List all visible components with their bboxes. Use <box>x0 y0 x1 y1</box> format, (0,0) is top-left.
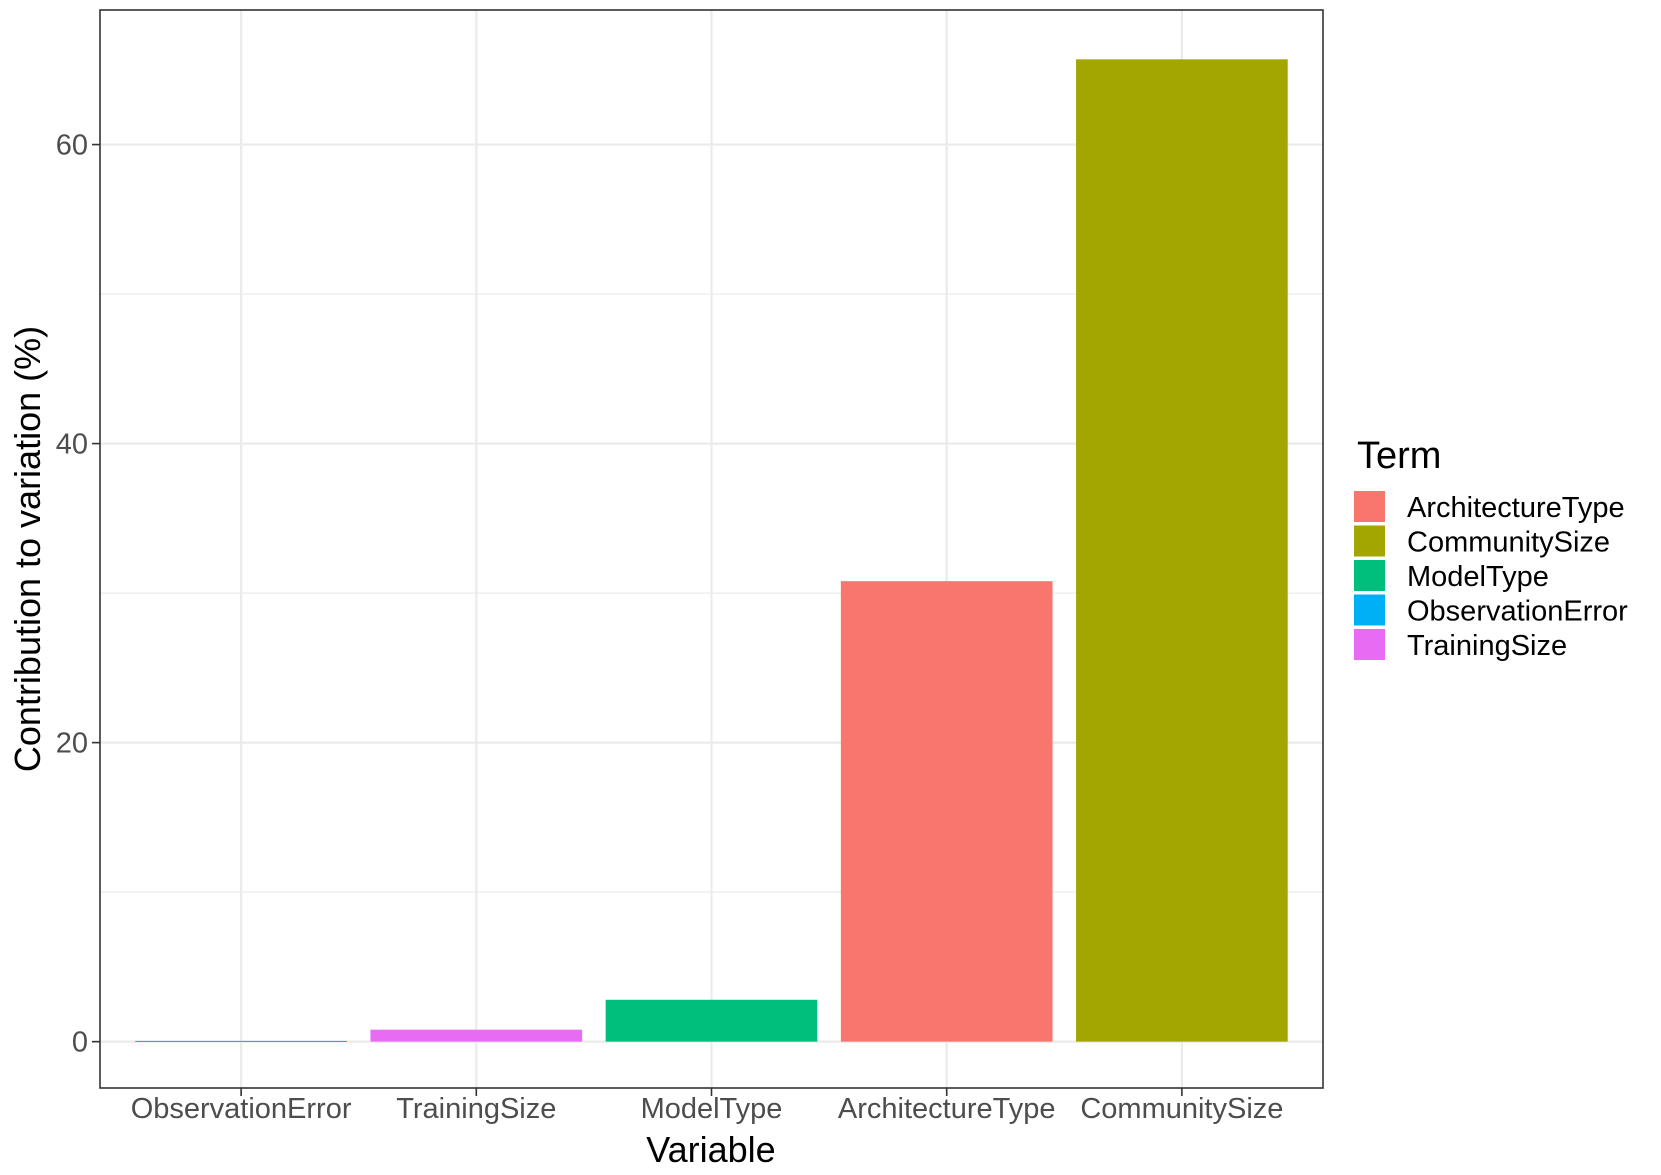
legend-title: Term <box>1357 435 1441 477</box>
y-tick-label: 0 <box>72 1027 88 1059</box>
x-tick-label: ObservationError <box>131 1093 352 1125</box>
x-axis-title: Variable <box>646 1129 775 1170</box>
bar-TrainingSize <box>370 1029 583 1042</box>
bar-ArchitectureType <box>840 581 1053 1042</box>
y-axis-ticks: 0 20 40 60 <box>56 130 100 1059</box>
x-axis-ticks: ObservationError TrainingSize ModelType Arc… <box>131 1088 1283 1125</box>
x-tick-label: CommunitySize <box>1080 1093 1283 1125</box>
y-tick-label: 40 <box>56 429 88 461</box>
legend-key-CommunitySize <box>1354 525 1385 557</box>
legend-label-CommunitySize: CommunitySize <box>1407 527 1610 559</box>
legend-key-ObservationError <box>1354 594 1385 626</box>
legend-label-ObservationError: ObservationError <box>1407 596 1628 628</box>
legend-label-ArchitectureType: ArchitectureType <box>1407 492 1625 524</box>
legend-key-ArchitectureType <box>1354 491 1385 522</box>
x-tick-label: TrainingSize <box>396 1093 556 1125</box>
bars <box>135 59 1288 1042</box>
y-tick-label: 60 <box>56 130 88 162</box>
bar-ModelType <box>605 999 818 1042</box>
bar-ObservationError <box>135 1040 347 1042</box>
bar-CommunitySize <box>1076 59 1288 1042</box>
legend-key-TrainingSize <box>1354 629 1385 660</box>
x-tick-label: ArchitectureType <box>838 1093 1056 1125</box>
legend-label-TrainingSize: TrainingSize <box>1407 630 1567 662</box>
legend-label-ModelType: ModelType <box>1407 561 1549 593</box>
x-tick-label: ModelType <box>641 1093 783 1125</box>
y-axis-title: Contribution to variation (%) <box>7 326 48 772</box>
legend: Term ArchitectureTypeCommunitySizeModelT… <box>1354 435 1628 662</box>
y-tick-label: 20 <box>56 728 88 760</box>
legend-key-ModelType <box>1354 560 1385 591</box>
